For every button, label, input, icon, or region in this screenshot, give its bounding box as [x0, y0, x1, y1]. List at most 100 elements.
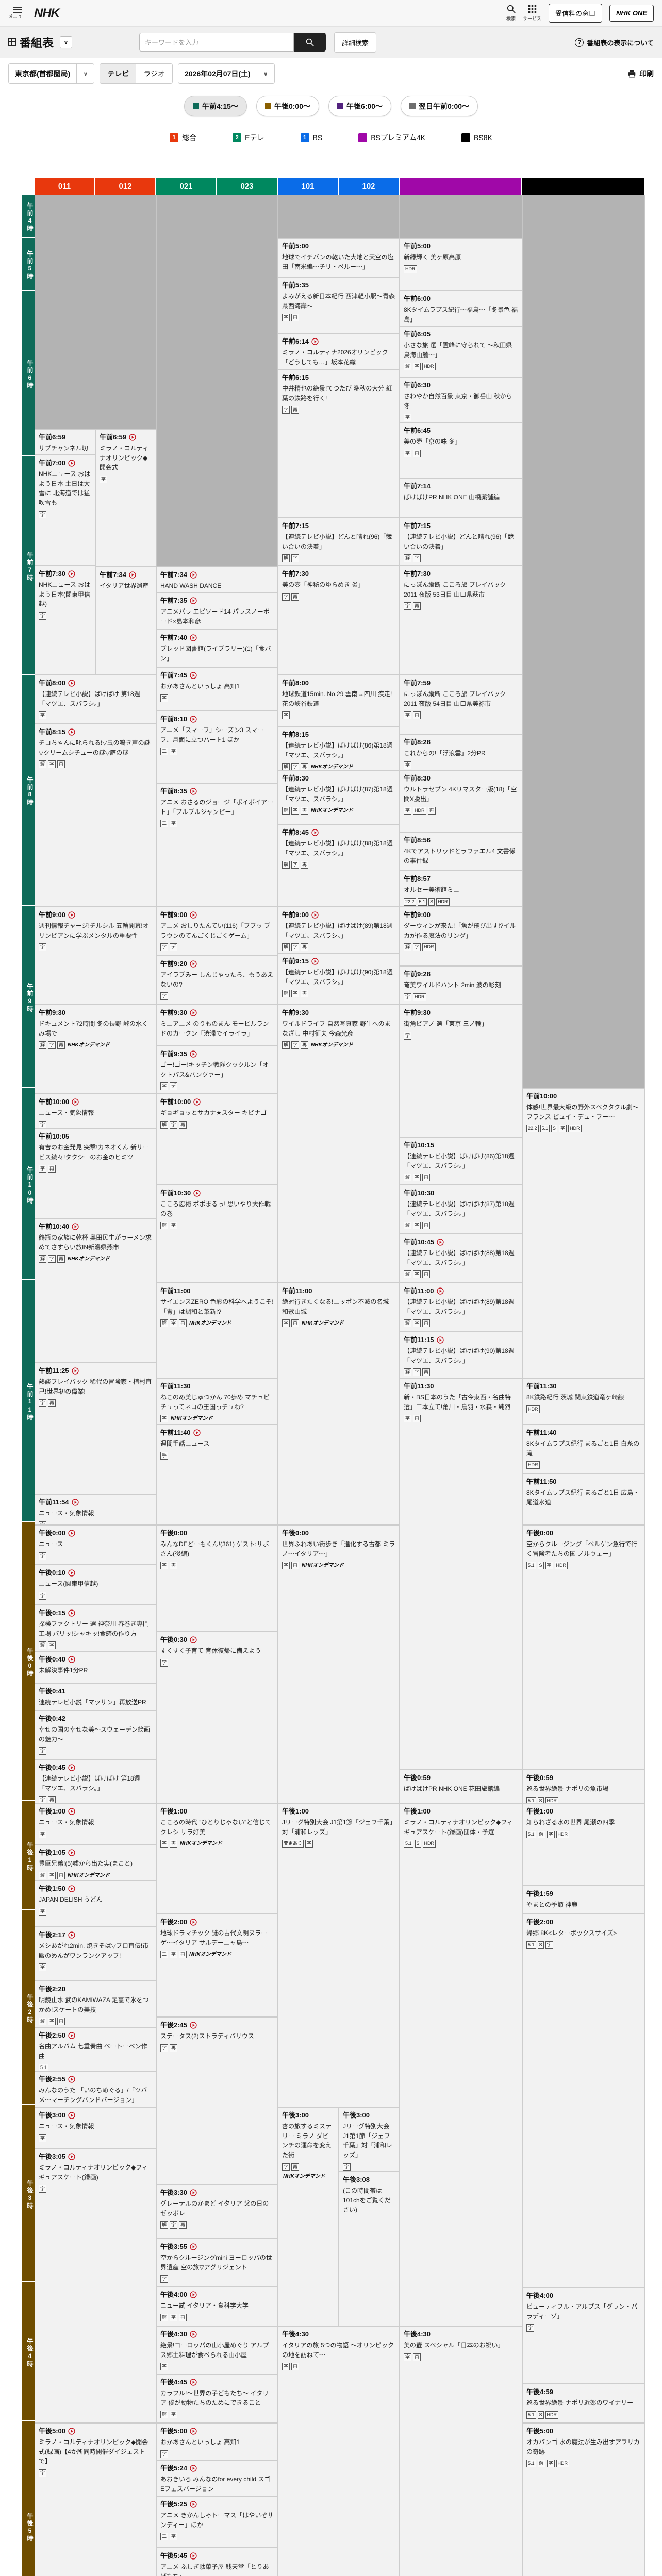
program-cell[interactable]: 午後0:45 【連続テレビ小説】ばけばけ 第18週「マツエ、スバラシ。」字再 — [35, 1759, 156, 1803]
program-cell[interactable]: 午後0:59 巡る世界絶景 ナポリの魚市場 5.1 S HDR — [522, 1770, 645, 1803]
date-select[interactable]: 2026年02月07日(土) ∨ — [178, 63, 275, 84]
program-cell[interactable]: 午前10:40 鶴瓶の家族に乾杯 奥田民生がラーメン求めてさすらい旅IN新潟県燕市… — [35, 1218, 156, 1363]
program-cell[interactable]: 午前6:59 ミラノ・コルティナオリンピック◆開会式字 — [95, 429, 156, 567]
program-cell[interactable]: 午後0:30 すくすく子育て 育休復帰に備えよう字 — [156, 1632, 278, 1803]
program-cell[interactable]: 午前11:00 【連続テレビ小説】ばけばけ(89)第18週「マツエ、スバラシ。」解… — [400, 1283, 522, 1332]
program-cell[interactable]: 午前7:15 【連続テレビ小説】どんと晴れ(96)「競い合いの決着」解字 — [278, 518, 400, 566]
program-cell[interactable]: 午前7:35 アニメパラ エピソード14 パラスノーボード×島本和彦 — [156, 592, 278, 630]
program-cell[interactable]: 午前9:00 週刊情報チャージ!チルシル 五輪開幕!オリンピアンに学ぶメンタルの重… — [35, 907, 156, 1005]
program-cell[interactable]: 午前8:00 地球鉄道15min. No.29 雲南→四川 疾走!花の峡谷鉄道字 — [278, 675, 400, 726]
program-cell[interactable]: 午後2:00 帰郷 8K<レターボックスサイズ> 5.1 S 字 — [522, 1914, 645, 2287]
program-cell[interactable]: 午前10:05 有吉のお金発見 突撃!カネオくん 新サービス続々!タクシーのお金の… — [35, 1128, 156, 1218]
program-cell[interactable]: 午後2:20 明鏡止水 武のKAMIWAZA 足裏で氷をつかめ!スケートの美技解字… — [35, 1981, 156, 2027]
program-cell[interactable]: 午前11:30 8K鉄路紀行 茨城 関東鉄道竜ヶ崎線 HDR — [522, 1378, 645, 1425]
program-cell[interactable]: 午後1:00 ニュース・気象情報字 — [35, 1803, 156, 1844]
program-cell[interactable]: 午後0:15 探検ファクトリー 選 神奈川 春巻き専門工場 パリッ!シャキッ!食感… — [35, 1605, 156, 1651]
program-cell[interactable]: 午後3:30 グレーテルのかまど イタリア 父の日のゼッポレ解字再 — [156, 2184, 278, 2239]
program-cell[interactable]: 午前6:45 美の壺「京の味 冬」字再 — [400, 422, 522, 478]
program-cell[interactable]: 午前8:30 ウルトラセブン 4Kリマスター版(18)「空間X脱出」字 HDR 再 — [400, 770, 522, 832]
program-cell[interactable]: 午前9:00 ダーウィンが来た!「魚が飛び出す!?イルカが作る魔法のリング」解字 H… — [400, 907, 522, 966]
tab-radio[interactable]: ラジオ — [136, 64, 173, 83]
program-cell[interactable]: 午後2:00 地球ドラマチック 謎の古代文明ヌラーゲ〜イタリア サルデーニャ島〜二… — [156, 1914, 278, 2017]
program-cell[interactable]: 午前7:34 HAND WASH DANCE — [156, 567, 278, 592]
program-cell[interactable]: 午前7:14 ばけばけPR NHK ONE 山橋薬舗編 — [400, 478, 522, 518]
program-cell[interactable]: 午後0:41 連続テレビ小説「マッサン」再放送PR — [35, 1683, 156, 1710]
time-jump-pill[interactable]: 午前4:15〜 — [184, 96, 247, 116]
program-cell[interactable]: 午後0:00 みんなDEどーもくん!(361) ゲスト:サボさん(後編) 字再 — [156, 1525, 278, 1632]
program-cell[interactable]: 午前9:20 アイラブみー しんじゃったら、もうあえないの? 字 — [156, 956, 278, 1005]
program-cell[interactable]: 午前8:45 【連続テレビ小説】ばけばけ(88)第18週「マツエ、スバラシ。」解字… — [278, 824, 400, 907]
program-cell[interactable]: 午前6:30 さわやか自然百景 東京・御岳山 秋から冬字 — [400, 377, 522, 422]
program-cell[interactable]: 午後4:00 ニュー試 イタリア・食科学大学解字再 — [156, 2286, 278, 2326]
program-cell[interactable]: 午前8:10 アニメ「スマーフ」シーズン3 スマーフ、月面に立つパート1 ほか二字 — [156, 711, 278, 783]
program-cell[interactable]: 午前5:00 新緑輝く 美ヶ原高原 HDR — [400, 238, 522, 291]
program-cell[interactable]: 午前6:15 中井精也の絶景!てつたび 晩秋の大分 紅葉の鉄路を行く! 字再 — [278, 369, 400, 518]
program-cell[interactable]: 午前11:30 ねこのめ美じゅつかん 70歩め マチュピチュってネコの王国っチュね… — [156, 1378, 278, 1425]
program-cell[interactable]: 午後0:00 世界ふれあい街歩き「進化する古都 ミラノ〜イタリア〜」字再 NHKオン… — [278, 1525, 400, 1803]
program-cell[interactable]: 午後0:40 未解決事件1分PR — [35, 1651, 156, 1683]
program-cell[interactable]: 午前5:35 よみがえる新日本紀行 西津軽小駅〜青森県西海岸〜字再 — [278, 277, 400, 333]
program-cell[interactable]: 午前10:30 こころ忍術 ポポまるっ! 思いやり大作戦の巻解字 — [156, 1185, 278, 1283]
program-cell[interactable]: 午前10:00 体感!世界最大級の野外スペクタクル劇〜フランス ピュイ・デュ・フー… — [522, 1088, 645, 1378]
tab-tv[interactable]: テレビ — [100, 64, 137, 83]
program-cell[interactable]: 午後3:55 空からクルージングmini ヨーロッパの世界遺産 空の旅▽アグリジェ… — [156, 2239, 278, 2286]
program-cell[interactable]: 午前8:35 アニメ おさるのジョージ「ポイポイアート」「ブルブルジャンピー」二字 — [156, 783, 278, 907]
program-cell[interactable]: 午後3:00 Jリーグ特別大会 J1第1節「ジェフ千葉」対「浦和レッズ」字 — [339, 2107, 400, 2172]
program-cell[interactable]: 午前11:25 熱談プレイバック 稀代の冒険家・植村直己!世界初の偉業! 字再 — [35, 1363, 156, 1494]
channel-header-021[interactable]: 021 — [156, 178, 217, 195]
print-button[interactable]: 印刷 — [627, 69, 654, 79]
program-cell[interactable]: 午前6:00 8Kタイムラプス紀行〜福島〜「冬景色 福島」 — [400, 291, 522, 326]
program-cell[interactable]: 午前11:40 8Kタイムラプス紀行 まるごと1日 白糸の滝 HDR — [522, 1425, 645, 1473]
channel-header-4k[interactable] — [400, 178, 522, 195]
program-cell[interactable]: 午前11:50 8Kタイムラプス紀行 まるごと1日 広島・尾道水道 — [522, 1473, 645, 1525]
advanced-search-button[interactable]: 詳細検索 — [334, 32, 377, 53]
program-cell[interactable]: 午後0:10 ニュース(関東甲信越) 字 — [35, 1565, 156, 1605]
program-cell[interactable]: 午後5:00 ミラノ・コルティナオリンピック◆開会式(録画)【4か所同時開催ダイジ… — [35, 2423, 156, 2576]
program-cell[interactable]: 午前8:15 チコちゃんに叱られる!▽虫の鳴き声の謎▽クリームシチューの謎▽庭の謎… — [35, 724, 156, 907]
time-jump-pill[interactable]: 午後6:00〜 — [328, 96, 392, 116]
program-cell[interactable]: 午前7:45 おかあさんといっしょ 高知1 字 — [156, 667, 278, 711]
about-display-link[interactable]: ? 番組表の表示について — [575, 38, 654, 47]
reception-fee-button[interactable]: 受信料の窓口 — [549, 4, 603, 23]
program-cell[interactable]: 午後0:59 ばけばけPR NHK ONE 花田旅館編 — [400, 1770, 522, 1803]
program-cell[interactable]: 午前7:30 にっぽん縦断 こころ旅 プレイバック2011 夜版 53日目 山口県… — [400, 566, 522, 675]
program-cell[interactable]: 午後1:00 こころの時代 “ひとりじゃない”と信じて クレシ サラ好美字再 NHK… — [156, 1803, 278, 1914]
channel-header-102[interactable]: 102 — [339, 178, 400, 195]
program-cell[interactable]: 午後0:00 ニュース字 — [35, 1525, 156, 1565]
program-cell[interactable]: 午前9:30 街角ピアノ 選「東京 三ノ輪」字 — [400, 1005, 522, 1137]
program-cell[interactable]: 午前7:00 NHKニュース おはよう日本 土日は大雪に 北海道では猛吹雪も字 — [35, 455, 95, 566]
program-cell[interactable]: 午後4:00 ビューティフル・アルプス「グラン・パラディーゾ」字 — [522, 2287, 645, 2384]
search-submit-button[interactable] — [294, 33, 326, 52]
program-cell[interactable]: 午前7:30 美の壺「神秘のゆらめき 炎」字再 — [278, 566, 400, 675]
program-cell[interactable]: 午前7:59 にっぽん縦断 こころ旅 プレイバック2011 夜版 54日目 山口県… — [400, 675, 522, 734]
program-cell[interactable]: 午後4:45 カラフル!〜世界の子どもたち〜 イタリア 僕が動物たちのためにできる… — [156, 2374, 278, 2423]
program-cell[interactable]: 午前7:15 【連続テレビ小説】どんと晴れ(96)「競い合いの決着」解字 — [400, 518, 522, 566]
program-cell[interactable]: 午前11:40 週間手話ニュース手 — [156, 1425, 278, 1525]
program-cell[interactable]: 午前11:30 新・BS日本のうた「古今東西・名曲特選」二本立て!角川・鳥羽・水森… — [400, 1378, 522, 1770]
program-cell[interactable]: 午後2:55 みんなのうた 「いのちめぐる」/「ツバメ〜マーチングバンドバージョン… — [35, 2071, 156, 2107]
program-cell[interactable]: 午前7:34 イタリア世界遺産 — [95, 567, 156, 675]
program-cell[interactable]: 午後5:24 あおきいろ みんなのfor every child スゴEフェスバー… — [156, 2460, 278, 2496]
channel-header-101[interactable]: 101 — [278, 178, 339, 195]
nhk-logo[interactable]: NHK — [34, 6, 60, 20]
program-cell[interactable]: 午前11:15 【連続テレビ小説】ばけばけ(90)第18週「マツエ、スバラシ。」解… — [400, 1332, 522, 1378]
channel-header-011[interactable]: 011 — [35, 178, 95, 195]
channel-header-8k[interactable] — [522, 178, 645, 195]
program-cell[interactable]: 午後4:30 イタリアの旅 5つの物語 〜オリンピックの地を訪ねて〜字再 — [278, 2326, 400, 2576]
program-cell[interactable]: 午前8:28 これからの!「浮浪雲」2分PR 字 — [400, 734, 522, 770]
menu-button[interactable]: メニュー — [8, 7, 27, 20]
program-cell[interactable]: 午後2:50 名曲アルバム 七重奏曲 ベートーベン作曲 5.1 — [35, 2027, 156, 2071]
program-cell[interactable]: 午後1:05 豊臣兄弟!(5)嘘から出た実(まこと) 解字再 NHKオンデマンド — [35, 1844, 156, 1880]
program-cell[interactable]: 午前6:05 小さな旅 選「霊峰に守られて 〜秋田県 鳥海山麓〜」解字 HDR — [400, 326, 522, 377]
program-cell[interactable]: 午前11:00 サイエンスZERO 色彩の科学へようこそ!「青」は調和と革新!? 解… — [156, 1283, 278, 1378]
program-cell[interactable]: 午後0:42 幸せの国の幸せな美〜スウェーデン絵画の魅力〜字 — [35, 1710, 156, 1759]
channel-header-012[interactable]: 012 — [95, 178, 156, 195]
program-cell[interactable]: 午後4:30 美の壺 スペシャル「日本のお祝い」字再 — [400, 2326, 522, 2576]
program-cell[interactable]: 午前8:56 4Kでアストリッドとラファエル4 文書係の事件録 — [400, 832, 522, 871]
time-jump-pill[interactable]: 翌日午前0:00〜 — [401, 96, 478, 116]
program-cell[interactable]: 午後3:00 ニュース・気象情報字 — [35, 2107, 156, 2148]
program-cell[interactable]: 午後1:00 ミラノ・コルティナオリンピック◆フィギュアスケート(録画)団体・予選… — [400, 1803, 522, 2326]
program-cell[interactable]: 午後2:45 ステータス(2)ストラディバリウス字再 — [156, 2017, 278, 2184]
services-button[interactable]: サービス — [523, 5, 541, 22]
